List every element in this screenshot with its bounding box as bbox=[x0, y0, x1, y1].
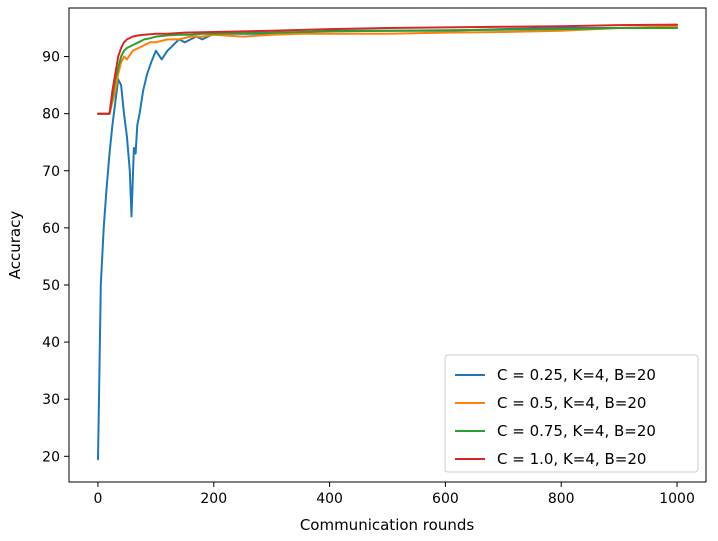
legend-label: C = 0.75, K=4, B=20 bbox=[497, 422, 656, 440]
y-tick-label: 60 bbox=[42, 221, 60, 237]
y-tick-label: 50 bbox=[42, 278, 60, 294]
series-layer bbox=[97, 23, 678, 461]
series-line-2 bbox=[97, 25, 678, 115]
legend-label: C = 0.25, K=4, B=20 bbox=[497, 366, 656, 384]
y-tick-label: 40 bbox=[42, 335, 60, 351]
x-tick-label: 600 bbox=[432, 491, 459, 507]
plot-frame bbox=[68, 7, 707, 483]
legend-label: C = 0.5, K=4, B=20 bbox=[497, 394, 646, 412]
x-axis: 0 200 400 600 800 1000 bbox=[93, 482, 695, 507]
series-line-3 bbox=[97, 27, 678, 115]
legend-box bbox=[444, 354, 699, 473]
y-tick-label: 70 bbox=[42, 164, 60, 180]
y-tick-label: 90 bbox=[42, 50, 60, 66]
y-tick-label: 30 bbox=[42, 392, 60, 408]
x-tick-label: 200 bbox=[200, 491, 227, 507]
y-axis: 20 30 40 50 60 70 80 90 bbox=[42, 50, 69, 465]
plot-area: 0 200 400 600 800 1000 20 30 40 50 60 70 80 90 bbox=[42, 7, 707, 507]
y-axis-label: Accuracy bbox=[6, 211, 24, 280]
series-line-4 bbox=[97, 23, 678, 115]
x-axis-label: Communication rounds bbox=[300, 516, 475, 534]
x-tick-label: 1000 bbox=[659, 491, 695, 507]
y-tick-label: 20 bbox=[42, 449, 60, 465]
legend-label: C = 1.0, K=4, B=20 bbox=[497, 450, 646, 468]
y-tick-label: 80 bbox=[42, 107, 60, 123]
x-tick-label: 800 bbox=[548, 491, 575, 507]
x-tick-label: 0 bbox=[93, 491, 102, 507]
legend: C = 0.25, K=4, B=20 C = 0.5, K=4, B=20 C =… bbox=[444, 354, 699, 473]
x-tick-label: 400 bbox=[316, 491, 343, 507]
